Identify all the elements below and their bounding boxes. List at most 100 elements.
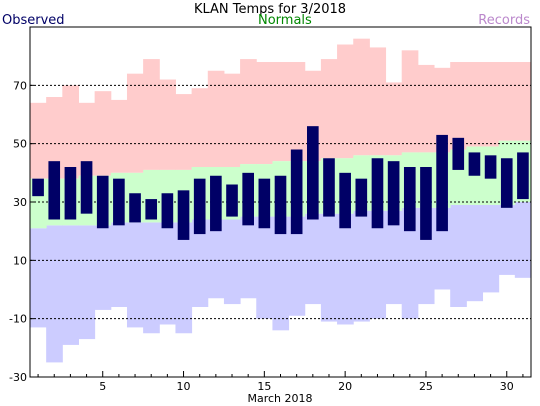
record-high-bar [353, 38, 370, 156]
observed-bar [323, 158, 335, 217]
observed-bar [129, 193, 141, 223]
record-low-bar [353, 210, 370, 322]
record-low-bar [514, 202, 532, 278]
chart-title: KLAN Temps for 3/2018 [194, 2, 346, 17]
observed-bar [436, 134, 448, 232]
observed-bar [290, 149, 303, 235]
observed-bar [242, 172, 254, 226]
observed-bar [355, 178, 368, 217]
record-high-bar [417, 64, 435, 153]
record-low-bar [450, 204, 467, 307]
observed-bar [420, 167, 432, 240]
record-low-bar [62, 225, 79, 345]
record-high-bar [223, 73, 241, 167]
observed-bar [452, 137, 465, 170]
record-high-bar [94, 91, 112, 176]
record-high-bar [482, 62, 500, 147]
y-tick-label: 30 [13, 196, 27, 209]
record-high-bar [46, 97, 63, 179]
observed-bar [274, 175, 287, 235]
record-high-bar [256, 62, 273, 165]
y-tick-label: 70 [13, 79, 27, 92]
y-tick-label: -30 [9, 371, 27, 384]
observed-bar [80, 161, 93, 214]
observed-bar [48, 161, 61, 220]
record-high-bar [288, 62, 306, 162]
observed-bar [226, 184, 238, 217]
observed-bar [517, 152, 529, 200]
y-tick-label: 50 [13, 138, 27, 151]
observed-bar [484, 155, 497, 179]
record-low-bar [78, 225, 96, 340]
record-low-bar [223, 219, 241, 305]
record-high-bar [240, 59, 257, 165]
record-low-bar [175, 222, 193, 334]
record-low-bar [498, 204, 516, 275]
record-high-bar [143, 59, 160, 170]
record-low-bar [320, 213, 338, 322]
observed-bar [403, 167, 416, 232]
record-low-bar [337, 213, 354, 325]
observed-bar [145, 199, 158, 220]
y-tick-label: -10 [9, 313, 27, 326]
record-high-bar [191, 88, 209, 167]
observed-bar [177, 190, 190, 240]
record-low-bar [30, 228, 47, 328]
y-axis: -30 -10 10 30 50 70 [9, 79, 34, 384]
record-high-bar [385, 82, 403, 156]
record-low-bar [126, 222, 144, 328]
observed-bar [32, 178, 44, 197]
record-high-bar [434, 67, 451, 153]
record-low-bar [272, 216, 290, 331]
x-axis-label: March 2018 [247, 392, 312, 405]
record-low-bar [94, 225, 112, 310]
observed-bar [96, 175, 109, 229]
record-high-bar [207, 70, 225, 167]
observed-bar [210, 175, 222, 232]
record-low-bar [482, 204, 500, 293]
record-high-bar [62, 85, 79, 179]
legend-normals: Normals [258, 13, 312, 28]
record-low-bar [288, 216, 306, 316]
record-low-bar [401, 207, 419, 319]
record-high-bar [78, 102, 96, 176]
record-high-bar [320, 59, 338, 159]
record-low-bar [304, 213, 322, 305]
x-tick-label: 15 [257, 380, 271, 393]
legend-observed: Observed [2, 13, 65, 28]
record-low-bar [466, 204, 484, 302]
x-tick-label: 20 [338, 380, 352, 393]
observed-bar [307, 126, 319, 220]
record-high-bar [337, 44, 354, 159]
observed-bar [468, 152, 481, 176]
observed-bar [113, 178, 125, 226]
record-high-bar [466, 62, 484, 147]
record-low-bar [46, 225, 63, 363]
record-low-bar [240, 216, 257, 299]
record-high-bar [450, 62, 467, 150]
x-tick-label: 10 [177, 380, 191, 393]
plot-area: -30 -10 10 30 50 70 5 10 15 20 25 30 [9, 26, 532, 393]
observed-bar [387, 161, 400, 226]
observed-bar [64, 167, 77, 220]
record-low-bar [110, 222, 128, 307]
record-high-bar [110, 99, 128, 173]
x-tick-label: 5 [99, 380, 106, 393]
record-low-bar [385, 210, 403, 305]
record-high-bar [175, 94, 193, 170]
observed-bar [371, 158, 384, 229]
y-tick-label: 10 [13, 254, 27, 267]
observed-bar [193, 178, 206, 235]
x-axis: 5 10 15 20 25 30 [37, 371, 524, 393]
x-tick-label: 30 [500, 380, 514, 393]
record-low-bar [369, 210, 387, 319]
observed-bar [161, 193, 174, 229]
record-low-bar [191, 219, 209, 307]
record-high-bar [159, 79, 176, 170]
legend-records: Records [478, 13, 530, 28]
records-layer [30, 38, 532, 363]
x-tick-label: 25 [419, 380, 433, 393]
observed-bar [500, 158, 513, 208]
record-low-bar [207, 219, 225, 299]
